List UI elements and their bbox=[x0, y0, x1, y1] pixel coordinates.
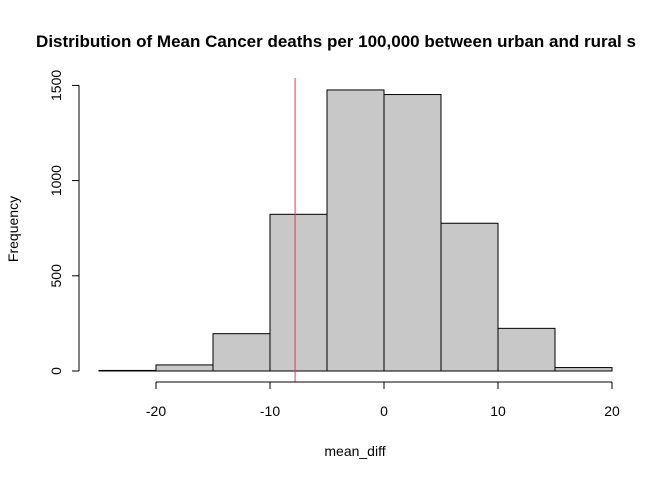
x-axis: -20 -10 0 10 20 bbox=[146, 381, 620, 419]
chart-title: Distribution of Mean Cancer deaths per 1… bbox=[36, 32, 636, 51]
histogram-bar bbox=[440, 222, 499, 372]
y-tick-label: 1000 bbox=[48, 165, 64, 196]
x-tick-label: 10 bbox=[490, 403, 506, 419]
x-tick-label: -10 bbox=[260, 403, 280, 419]
x-axis-label: mean_diff bbox=[324, 443, 385, 459]
histogram-bar bbox=[497, 327, 556, 372]
y-axis-label: Frequency bbox=[5, 196, 21, 262]
histogram-bars bbox=[98, 89, 613, 372]
y-tick-label: 500 bbox=[48, 264, 64, 288]
x-tick-label: 20 bbox=[604, 403, 620, 419]
histogram-bar bbox=[98, 369, 157, 372]
x-tick-label: 0 bbox=[380, 403, 388, 419]
histogram-bar bbox=[383, 94, 442, 372]
y-tick-label: 0 bbox=[48, 367, 64, 375]
y-axis: 0 500 1000 1500 bbox=[48, 70, 80, 375]
histogram-bar bbox=[155, 364, 214, 372]
histogram-bar bbox=[212, 333, 271, 372]
x-tick-label: -20 bbox=[146, 403, 166, 419]
y-tick-label: 1500 bbox=[48, 70, 64, 101]
histogram-bar bbox=[269, 213, 328, 372]
histogram-bar bbox=[326, 89, 385, 372]
histogram-bar bbox=[554, 367, 613, 372]
